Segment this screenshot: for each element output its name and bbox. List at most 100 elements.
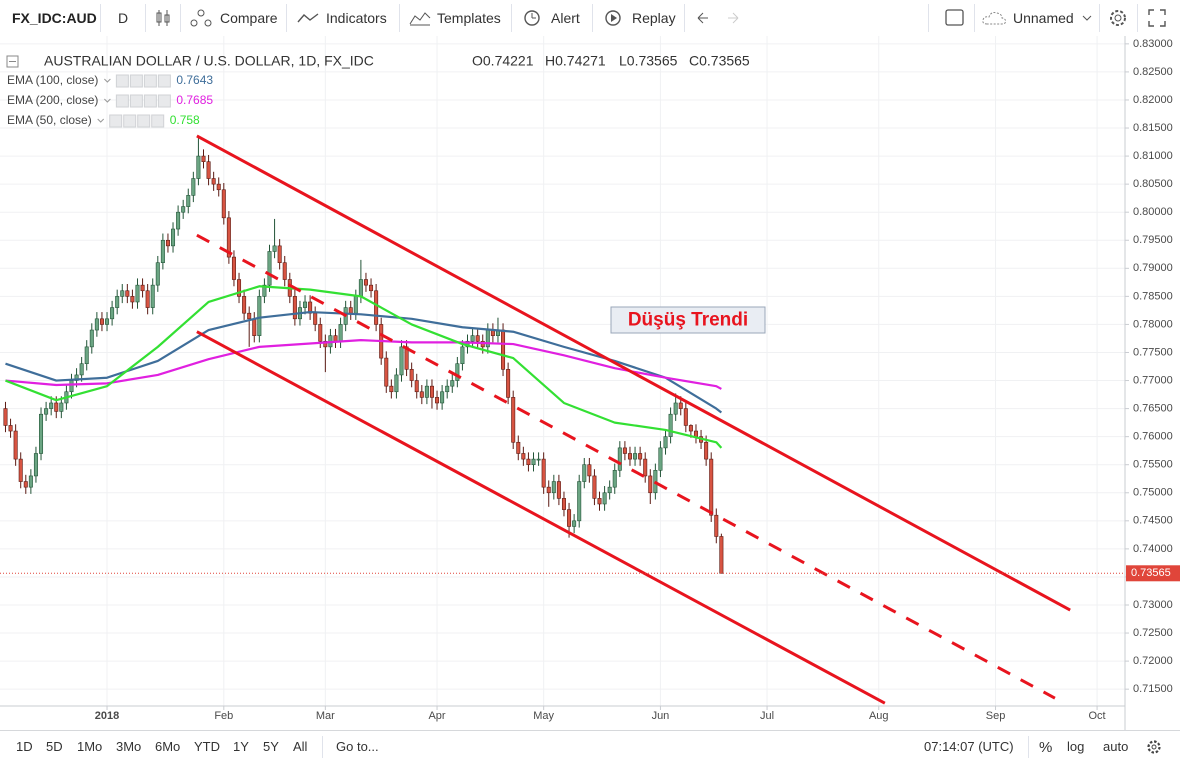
- legend-icon-button: [137, 114, 151, 128]
- log-toggle[interactable]: log: [1067, 739, 1085, 754]
- annotation-box: [610, 306, 766, 334]
- candle-body: [567, 509, 572, 527]
- replay-button[interactable]: Replay: [632, 10, 676, 26]
- range-button[interactable]: 5Y: [263, 739, 279, 754]
- alert-button[interactable]: Alert: [551, 10, 580, 26]
- goto-button[interactable]: Go to...: [336, 739, 379, 754]
- plot-area: Düşüş Trendi: [0, 134, 1125, 705]
- candle-body: [8, 425, 13, 432]
- templates-icon[interactable]: [409, 10, 431, 26]
- legend: AUSTRALIAN DOLLAR / U.S. DOLLAR, 1D, FX_…: [6, 53, 750, 128]
- candle-body: [678, 402, 683, 409]
- chart-style-icon[interactable]: [155, 9, 171, 27]
- settings-icon[interactable]: [1108, 8, 1128, 28]
- legend-series-name: EMA (50, close): [7, 113, 92, 127]
- y-tick-label: 0.81500: [1133, 122, 1173, 134]
- trend-line: [196, 233, 1056, 700]
- candle-body: [663, 436, 668, 449]
- legend-icon-button: [143, 94, 157, 108]
- y-tick-label: 0.74500: [1133, 515, 1173, 527]
- legend-icon-button: [129, 94, 143, 108]
- candle-body: [44, 408, 49, 415]
- candle-body: [592, 475, 597, 499]
- bottom-toolbar: 1D 5D 1Mo 3Mo 6Mo YTD 1Y 5Y All Go to...…: [0, 730, 1180, 764]
- range-button[interactable]: All: [293, 739, 308, 754]
- candle-body: [399, 346, 404, 376]
- candle-body: [59, 402, 64, 412]
- interval-button[interactable]: D: [118, 10, 129, 26]
- candle-body: [99, 318, 104, 325]
- y-tick-label: 0.82500: [1133, 66, 1173, 78]
- indicators-icon[interactable]: [297, 12, 319, 24]
- candle-body: [120, 290, 125, 297]
- legend-icon-button: [115, 94, 129, 108]
- symbol-input[interactable]: FX_IDC:AUD: [12, 10, 97, 26]
- x-tick-label: Jun: [652, 710, 670, 722]
- legend-series-name: EMA (100, close): [7, 73, 98, 87]
- ohlc-high: H0.74271: [545, 53, 606, 69]
- candle-body: [267, 251, 272, 286]
- candle-body: [551, 481, 556, 494]
- percent-toggle[interactable]: %: [1039, 739, 1053, 756]
- x-tick-label: Aug: [869, 710, 889, 722]
- ema-line: [5, 285, 723, 449]
- chart-background: [0, 36, 1180, 730]
- y-tick-label: 0.78500: [1133, 290, 1173, 302]
- range-button[interactable]: 1Y: [233, 739, 249, 754]
- templates-button[interactable]: Templates: [437, 10, 501, 26]
- candle-body: [521, 453, 526, 460]
- candle-body: [348, 307, 353, 314]
- indicators-button[interactable]: Indicators: [326, 10, 387, 26]
- legend-title: AUSTRALIAN DOLLAR / U.S. DOLLAR, 1D, FX_…: [44, 53, 374, 69]
- candle-body: [181, 206, 186, 213]
- range-button[interactable]: 5D: [46, 739, 63, 754]
- candle-body: [272, 245, 277, 252]
- replay-icon[interactable]: [603, 8, 623, 28]
- undo-redo[interactable]: [694, 11, 742, 25]
- candle-body: [556, 481, 561, 499]
- candle-body: [110, 307, 115, 320]
- legend-icon-button: [143, 74, 157, 88]
- candle-body: [582, 464, 587, 482]
- y-tick-label: 0.83000: [1133, 38, 1173, 50]
- layout-dropdown[interactable]: [1082, 15, 1092, 23]
- range-button[interactable]: YTD: [194, 739, 220, 754]
- cloud-icon[interactable]: [982, 10, 1008, 26]
- candle-body: [709, 458, 714, 516]
- auto-toggle[interactable]: auto: [1103, 739, 1129, 754]
- y-tick-label: 0.75000: [1133, 487, 1173, 499]
- candle-body: [704, 441, 709, 460]
- fullscreen-toggle[interactable]: [945, 9, 965, 27]
- y-tick-label: 0.72000: [1133, 655, 1173, 667]
- candle-body: [455, 363, 460, 381]
- layout-name[interactable]: Unnamed: [1013, 10, 1074, 26]
- collapse-toggle[interactable]: [6, 55, 19, 68]
- candle-body: [683, 408, 688, 426]
- range-button[interactable]: 3Mo: [116, 739, 142, 754]
- last-price-tag: [1126, 565, 1180, 582]
- compare-icon[interactable]: [190, 9, 212, 27]
- candle-body: [419, 391, 424, 398]
- candle-body: [714, 514, 719, 537]
- candle-body: [643, 458, 648, 477]
- candle-body: [171, 228, 176, 247]
- range-button[interactable]: 1D: [16, 739, 33, 754]
- range-button[interactable]: 6Mo: [155, 739, 181, 754]
- candle-body: [627, 453, 632, 460]
- candle-body: [125, 290, 130, 297]
- compare-button[interactable]: Compare: [220, 10, 278, 26]
- range-button[interactable]: 1Mo: [77, 739, 103, 754]
- y-tick-label: 0.76000: [1133, 431, 1173, 443]
- annotation-text: Düşüş Trendi: [628, 310, 748, 331]
- candle-body: [49, 402, 54, 409]
- alert-icon[interactable]: [522, 8, 544, 28]
- legend-icon-button: [115, 74, 129, 88]
- y-tick-label: 0.72500: [1133, 627, 1173, 639]
- clock: 07:14:07 (UTC): [924, 739, 1014, 754]
- candle-body: [602, 492, 607, 505]
- candle-body: [323, 340, 328, 348]
- y-tick-label: 0.78000: [1133, 318, 1173, 330]
- fullscreen-icon[interactable]: [1148, 9, 1166, 27]
- candle-body: [186, 195, 191, 207]
- scale-settings[interactable]: [1146, 739, 1162, 755]
